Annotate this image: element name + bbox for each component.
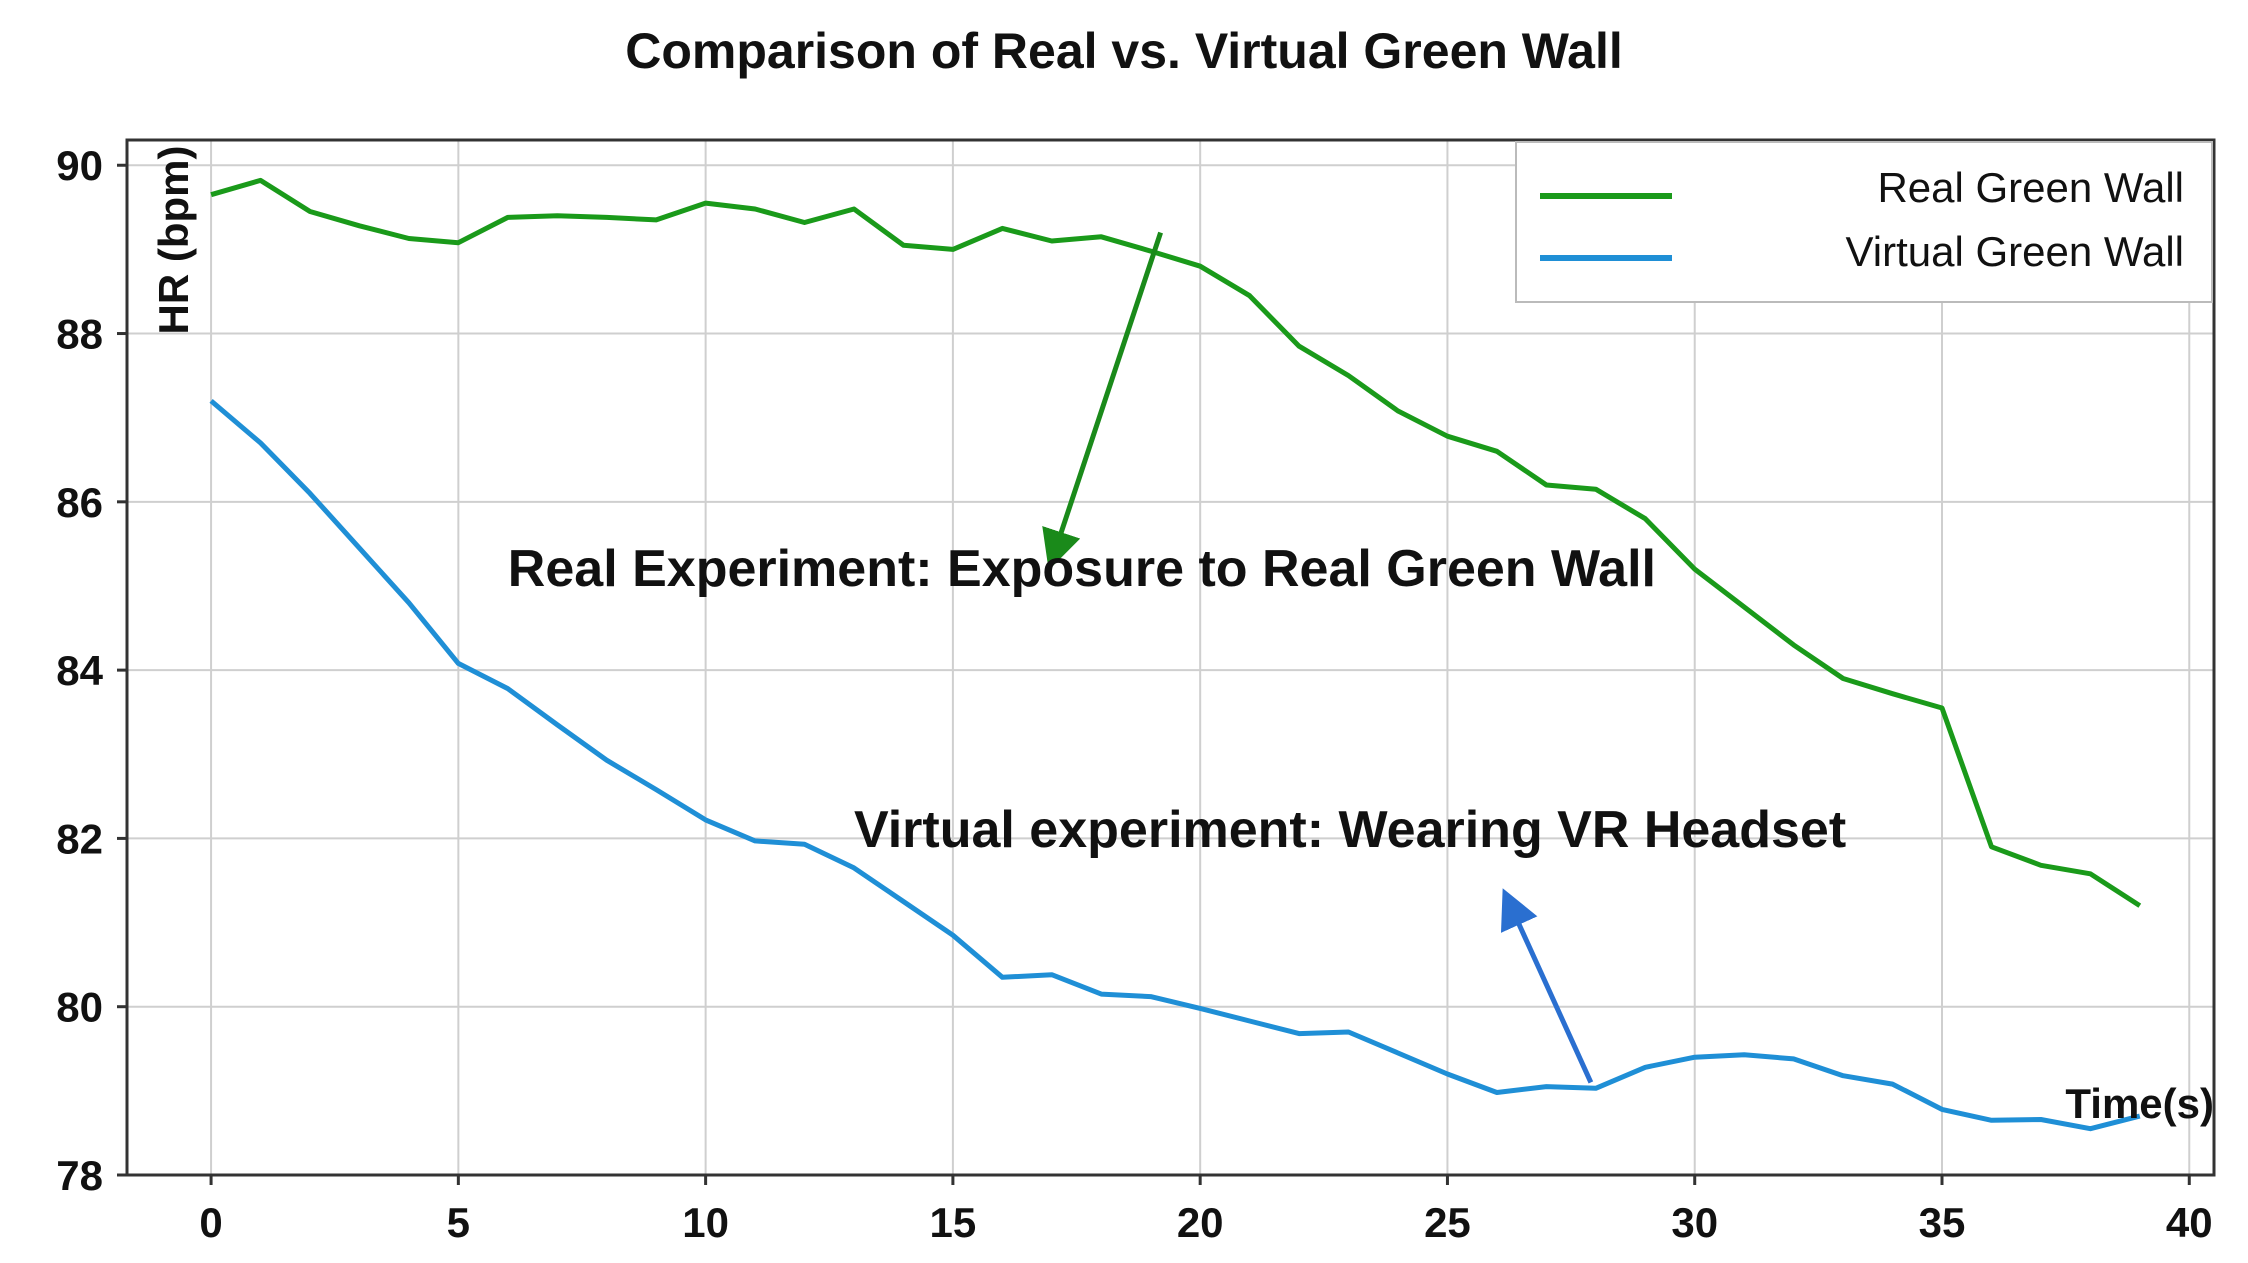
x-tick-label: 5 — [447, 1199, 470, 1246]
y-tick-label: 84 — [56, 647, 103, 694]
annotation-text: Real Experiment: Exposure to Real Green … — [508, 540, 1656, 598]
x-tick-label: 25 — [1424, 1199, 1471, 1246]
x-tick-label: 0 — [199, 1199, 222, 1246]
annotation-text: Virtual experiment: Wearing VR Headset — [854, 801, 1846, 859]
x-axis-label: Time(s) — [2065, 1080, 2214, 1127]
axes: 0 5 10 15 20 25 30 35 40 78 80 82 84 86 88 90 — [56, 138, 2216, 1246]
annotation-arrow — [1042, 231, 1163, 571]
x-tick-label: 30 — [1671, 1199, 1718, 1246]
legend-box — [1515, 141, 2213, 303]
legend-label-real: Real Green Wall — [1877, 164, 2184, 211]
annotations: Real Experiment: Exposure to Real Green … — [508, 231, 1846, 1084]
plot-frame — [125, 138, 2216, 1177]
legend: Real Green Wall Virtual Green Wall — [1515, 141, 2213, 303]
y-tick-label: 80 — [56, 984, 103, 1031]
series-lines — [209, 177, 2142, 1132]
chart-title: Comparison of Real vs. Virtual Green Wal… — [625, 23, 1623, 79]
series-line-real — [210, 177, 2142, 908]
y-tick-label: 78 — [56, 1152, 103, 1199]
y-tick-label: 82 — [56, 815, 103, 862]
annotation-arrow — [1500, 888, 1594, 1084]
x-tick-label: 35 — [1919, 1199, 1966, 1246]
x-tick-label: 15 — [930, 1199, 977, 1246]
series-line-virtual — [209, 398, 2141, 1132]
y-tick-label: 88 — [56, 311, 103, 358]
x-tick-label: 10 — [682, 1199, 729, 1246]
y-tick-label: 90 — [56, 142, 103, 189]
legend-label-virtual: Virtual Green Wall — [1846, 228, 2184, 275]
x-tick-label: 40 — [2166, 1199, 2213, 1246]
x-tick-label: 20 — [1177, 1199, 1224, 1246]
y-axis-label: HR (bpm) — [150, 146, 197, 335]
y-tick-label: 86 — [56, 479, 103, 526]
